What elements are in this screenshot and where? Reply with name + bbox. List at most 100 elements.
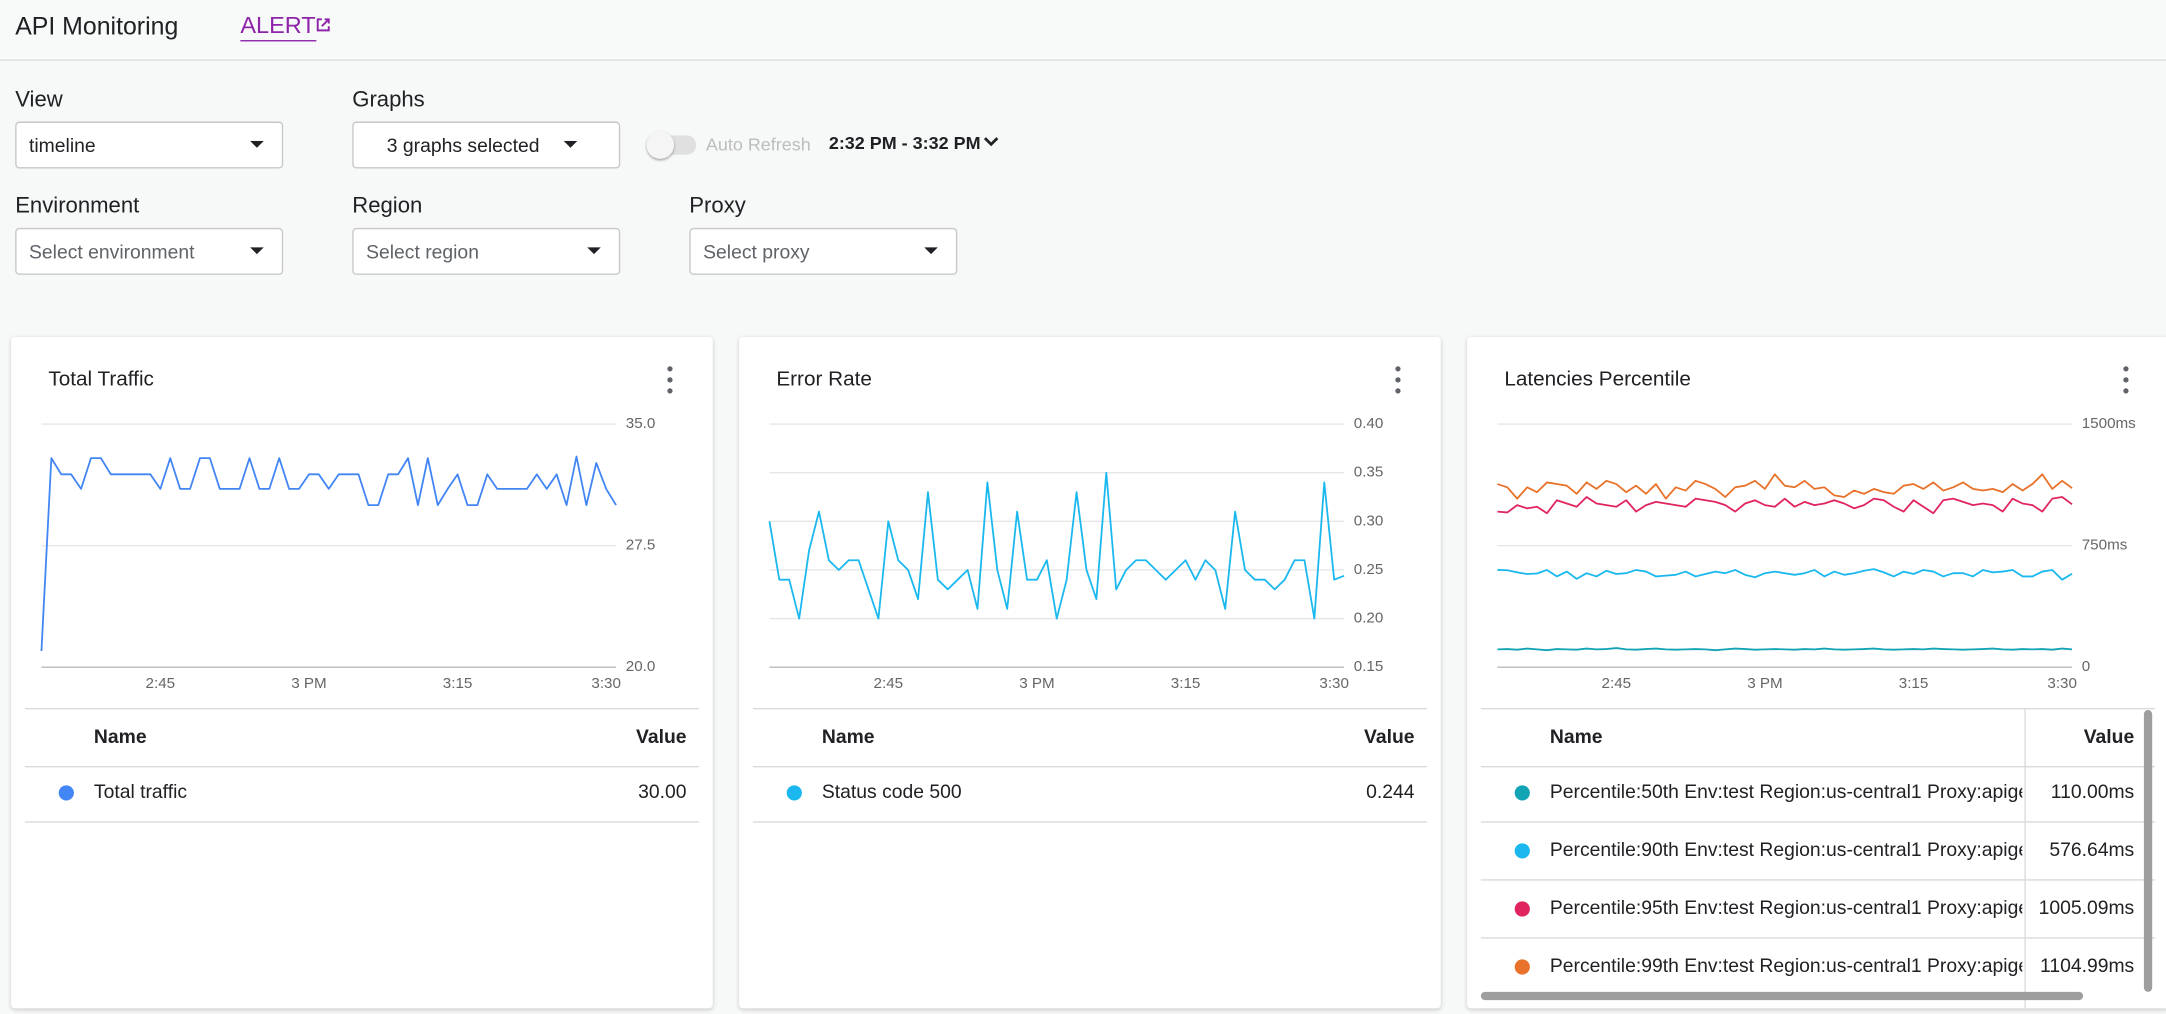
region-placeholder: Select region (366, 240, 479, 263)
v-scrollbar[interactable] (2143, 710, 2153, 992)
view-select[interactable]: timeline (15, 121, 284, 169)
external-icon (316, 18, 330, 32)
table-header: Value (636, 727, 687, 748)
time-range[interactable]: 2:32 PM - 3:32 PM (828, 132, 981, 154)
menu-dot[interactable] (2123, 377, 2129, 383)
region-label: Region (352, 194, 423, 219)
legend-value: 30.00 (638, 782, 686, 803)
dropdown-arrow (563, 140, 578, 148)
x-tick-label: 3:30 (591, 675, 621, 692)
region-select[interactable]: Select region (352, 227, 621, 275)
legend-value: 576.64ms (2049, 840, 2134, 861)
series-line (1497, 496, 2073, 515)
chart-card: Latencies Percentile 0 750ms 1500ms 2:45 3 PM… (1467, 337, 2166, 1009)
x-tick-label: 3 PM (1019, 675, 1054, 692)
legend-name: Percentile:95th Env:test Region:us-centr… (1550, 898, 2088, 919)
menu-dot[interactable] (667, 388, 673, 394)
menu-dot[interactable] (1395, 377, 1401, 383)
legend-swatch (786, 785, 802, 801)
legend-value: 110.00ms (2051, 782, 2134, 803)
chart-title: Latencies Percentile (1504, 367, 1691, 390)
y-tick-label: 0.30 (1354, 512, 1384, 529)
x-tick-label: 3:30 (1319, 675, 1349, 692)
table-header: Value (1364, 727, 1415, 748)
legend-swatch (1514, 785, 1530, 801)
series-line (1497, 473, 2073, 500)
legend-name: Percentile:99th Env:test Region:us-centr… (1550, 956, 2088, 977)
x-tick-label: 3:15 (1171, 675, 1201, 692)
menu-dot[interactable] (1395, 388, 1401, 394)
legend-name: Status code 500 (822, 782, 962, 803)
table-header: Name (1550, 727, 1603, 748)
menu-dot[interactable] (2123, 366, 2129, 372)
alert-link[interactable]: ALERT (240, 12, 316, 42)
y-tick-label: 0 (2082, 658, 2090, 675)
h-scrollbar[interactable] (1480, 991, 2084, 1001)
dropdown-arrow (587, 247, 601, 255)
menu-dot[interactable] (667, 366, 673, 372)
chart-card: Error Rate 0.15 0.20 0.25 0.30 0.35 0.40 2:45 3 … (739, 337, 1441, 1009)
menu-dot[interactable] (667, 377, 673, 383)
x-tick-label: 3:15 (1899, 675, 1929, 692)
legend-name: Total traffic (94, 782, 187, 803)
x-tick-label: 3:15 (443, 675, 473, 692)
table-header: Name (94, 727, 147, 748)
proxy-placeholder: Select proxy (703, 240, 810, 263)
chart-card: Total Traffic 20.0 27.5 35.0 2:45 3 PM 3:15 3:3… (11, 337, 713, 1009)
view-label: View (15, 88, 63, 112)
header (0, 0, 2166, 61)
chart-title: Error Rate (776, 367, 872, 390)
legend-swatch (58, 785, 74, 801)
y-tick-label: 750ms (2082, 537, 2128, 554)
x-tick-label: 3 PM (1747, 675, 1782, 692)
table-header: Value (2084, 727, 2135, 748)
legend-value: 1104.99ms (2040, 956, 2134, 977)
x-tick-label: 2:45 (146, 675, 176, 692)
legend-swatch (1514, 959, 1530, 975)
series-line (1497, 568, 2073, 581)
graphs-label: Graphs (352, 88, 425, 112)
y-tick-label: 0.35 (1354, 464, 1384, 481)
x-tick-label: 2:45 (1602, 675, 1632, 692)
proxy-label: Proxy (689, 194, 746, 219)
environment-select[interactable]: Select environment (15, 227, 284, 275)
legend-value: 1005.09ms (2039, 898, 2135, 919)
dropdown-arrow (250, 140, 264, 148)
chart: Latencies Percentile 0 750ms 1500ms 2:45 3 PM… (1480, 366, 2155, 1009)
toggle-knob[interactable] (646, 131, 675, 159)
proxy-select[interactable]: Select proxy (689, 227, 958, 275)
y-tick-label: 0.15 (1354, 658, 1384, 675)
series-line (768, 471, 1345, 620)
time-chevron[interactable] (983, 137, 999, 148)
graphs-select[interactable]: 3 graphs selected (352, 121, 621, 169)
y-tick-label: 35.0 (626, 415, 656, 432)
series-line (1497, 647, 2073, 652)
view-value: timeline (29, 133, 96, 157)
y-tick-label: 0.40 (1354, 415, 1384, 432)
y-tick-label: 27.5 (626, 537, 656, 554)
auto-refresh-label: Auto Refresh (705, 133, 811, 155)
legend-name: Percentile:50th Env:test Region:us-centr… (1550, 782, 2088, 803)
y-tick-label: 0.20 (1354, 610, 1384, 627)
menu-dot[interactable] (2123, 388, 2129, 394)
menu-dot[interactable] (1395, 366, 1401, 372)
x-tick-label: 2:45 (874, 675, 904, 692)
chart: Error Rate 0.15 0.20 0.25 0.30 0.35 0.40 2:45 3 … (752, 366, 1427, 823)
legend-swatch (1514, 901, 1530, 917)
series-line (40, 455, 617, 652)
y-tick-label: 0.25 (1354, 561, 1384, 578)
legend-swatch (1514, 843, 1530, 859)
table-header: Name (822, 727, 875, 748)
chart: Total Traffic 20.0 27.5 35.0 2:45 3 PM 3:15 3:3… (24, 366, 699, 823)
environment-placeholder: Select environment (29, 240, 195, 263)
y-tick-label: 1500ms (2082, 415, 2136, 432)
x-tick-label: 3:30 (2047, 675, 2077, 692)
page-title: API Monitoring (15, 12, 179, 41)
dropdown-arrow (924, 247, 938, 255)
chart-title: Total Traffic (48, 367, 154, 390)
graphs-value: 3 graphs selected (386, 133, 540, 157)
dropdown-arrow (250, 247, 264, 255)
legend-value: 0.244 (1366, 782, 1415, 803)
y-tick-label: 20.0 (626, 658, 656, 675)
